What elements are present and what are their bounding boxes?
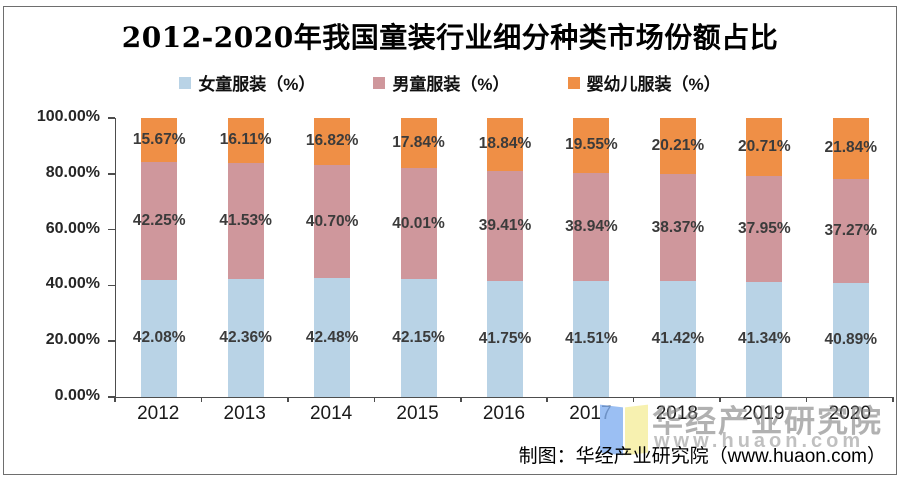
y-axis-tick bbox=[108, 173, 115, 175]
bar-value-label: 37.27% bbox=[824, 221, 878, 239]
bar-value-label: 40.01% bbox=[392, 214, 445, 232]
bar-segment-2015-s1 bbox=[400, 167, 437, 280]
bar-value-label: 38.37% bbox=[651, 218, 705, 236]
infants-series-swatch-icon bbox=[567, 76, 580, 89]
x-axis-tick bbox=[632, 397, 635, 402]
bar-segment-2014-s0 bbox=[314, 278, 351, 397]
bar-segment-2020-s2 bbox=[832, 118, 869, 179]
bar-value-label: 38.94% bbox=[565, 217, 618, 235]
y-axis-tick-label: 60.00% bbox=[45, 219, 100, 237]
legend-label-infants: 婴幼儿服装（%） bbox=[586, 75, 721, 94]
plot-area: 42.08% 42.25% 15.67% 42.36% 41.53% 16.11% 42.4… bbox=[115, 118, 894, 398]
legend-item-infants: 婴幼儿服装（%） bbox=[567, 70, 721, 95]
bar-segment-2013-s0 bbox=[227, 278, 264, 397]
bar-value-label: 18.84% bbox=[478, 135, 532, 153]
bar-segment-2013-s2 bbox=[227, 118, 264, 163]
x-axis-tick bbox=[114, 397, 116, 402]
bar-value-label: 16.11% bbox=[219, 131, 272, 149]
bar-value-label: 42.15% bbox=[392, 329, 445, 347]
bar-value-label: 41.53% bbox=[219, 211, 272, 229]
footer-credit: 制图：华经产业研究院（www.huaon.com） bbox=[518, 446, 886, 467]
x-axis-label-2017: 2017 bbox=[569, 403, 612, 424]
legend-item-boys: 男童服装（%） bbox=[373, 70, 510, 95]
y-axis-tick bbox=[108, 228, 115, 231]
x-axis-tick bbox=[200, 397, 203, 402]
x-axis-tick bbox=[373, 397, 376, 402]
bar-value-label: 41.51% bbox=[565, 330, 618, 348]
x-axis-label-2013: 2013 bbox=[223, 403, 266, 424]
bar-value-label: 17.84% bbox=[392, 133, 445, 151]
bar-segment-2019-s0 bbox=[746, 281, 783, 397]
bar-value-label: 20.71% bbox=[738, 137, 791, 155]
bar-value-label: 37.95% bbox=[738, 219, 791, 237]
bar-segment-2014-s1 bbox=[314, 164, 351, 279]
x-axis-label-2019: 2019 bbox=[742, 403, 785, 424]
bar-segment-2017-s1 bbox=[573, 172, 610, 282]
legend-label-girls: 女童服装（%） bbox=[198, 75, 316, 94]
x-axis-tick bbox=[805, 397, 808, 402]
girls-series-swatch-icon bbox=[179, 76, 192, 89]
legend-item-girls: 女童服装（%） bbox=[179, 70, 315, 95]
x-axis-label-2015: 2015 bbox=[396, 403, 439, 424]
bar-segment-2012-s2 bbox=[141, 118, 178, 162]
bar-segment-2020-s0 bbox=[832, 282, 869, 397]
y-axis-tick bbox=[108, 396, 115, 398]
y-axis-tick bbox=[108, 340, 115, 342]
y-axis-tick bbox=[108, 117, 115, 119]
bar-value-label: 41.42% bbox=[651, 330, 705, 348]
bar-segment-2016-s2 bbox=[487, 118, 523, 171]
bar-segment-2013-s1 bbox=[227, 162, 264, 279]
bar-segment-2019-s2 bbox=[746, 118, 783, 176]
x-axis-tick bbox=[460, 397, 462, 402]
bar-segment-2016-s1 bbox=[487, 170, 523, 281]
chart-title: 2012-2020年我国童装行业细分种类市场份额占比 bbox=[121, 21, 779, 54]
y-axis-tick-label: 40.00% bbox=[45, 275, 100, 293]
bar-value-label: 20.21% bbox=[651, 137, 705, 155]
bar-segment-2019-s1 bbox=[746, 175, 783, 282]
bar-segment-2017-s2 bbox=[573, 118, 610, 173]
x-axis-label-2018: 2018 bbox=[655, 403, 699, 424]
bar-segment-2020-s1 bbox=[832, 178, 869, 283]
x-axis-tick bbox=[546, 397, 548, 402]
bar-value-label: 16.82% bbox=[305, 132, 359, 150]
y-axis-tick-label: 0.00% bbox=[54, 387, 100, 404]
bar-segment-2012-s1 bbox=[141, 161, 178, 280]
bar-value-label: 40.89% bbox=[824, 330, 878, 348]
bar-segment-2015-s2 bbox=[400, 118, 437, 168]
x-axis-label-2020: 2020 bbox=[828, 403, 871, 424]
bar-segment-2015-s0 bbox=[400, 279, 437, 397]
bar-value-label: 42.36% bbox=[219, 328, 272, 346]
bar-segment-2016-s0 bbox=[487, 280, 523, 397]
bar-value-label: 40.70% bbox=[305, 212, 359, 230]
x-axis-tick bbox=[287, 397, 289, 402]
bar-value-label: 21.84% bbox=[824, 139, 878, 157]
bar-segment-2018-s1 bbox=[659, 174, 696, 282]
bar-segment-2018-s0 bbox=[659, 281, 696, 397]
x-axis-tick bbox=[892, 397, 894, 402]
bar-value-label: 39.41% bbox=[478, 216, 532, 234]
x-axis-label-2014: 2014 bbox=[309, 403, 353, 424]
x-axis-tick bbox=[719, 397, 721, 402]
bar-value-label: 19.55% bbox=[565, 136, 618, 154]
bar-value-label: 42.25% bbox=[132, 211, 186, 229]
legend: 女童服装（%） 男童服装（%） 婴幼儿服装（%） bbox=[0, 70, 900, 95]
bar-value-label: 41.75% bbox=[478, 329, 532, 347]
y-axis-tick-label: 20.00% bbox=[45, 331, 100, 349]
y-axis-tick-label: 100.00% bbox=[36, 108, 100, 125]
bar-segment-2012-s0 bbox=[141, 279, 178, 397]
bar-value-label: 15.67% bbox=[132, 130, 186, 148]
y-axis-tick bbox=[108, 284, 115, 287]
bar-segment-2017-s0 bbox=[573, 281, 610, 397]
bar-value-label: 42.08% bbox=[132, 329, 186, 347]
bar-segment-2018-s2 bbox=[659, 118, 696, 175]
bar-value-label: 41.34% bbox=[738, 330, 791, 348]
boys-series-swatch-icon bbox=[373, 76, 386, 89]
bar-segment-2014-s2 bbox=[314, 118, 351, 165]
legend-label-boys: 男童服装（%） bbox=[392, 75, 510, 94]
y-axis-tick-label: 80.00% bbox=[45, 163, 100, 181]
x-axis-label-2016: 2016 bbox=[482, 403, 526, 424]
x-axis-label-2012: 2012 bbox=[137, 403, 180, 424]
bar-value-label: 42.48% bbox=[305, 328, 359, 346]
